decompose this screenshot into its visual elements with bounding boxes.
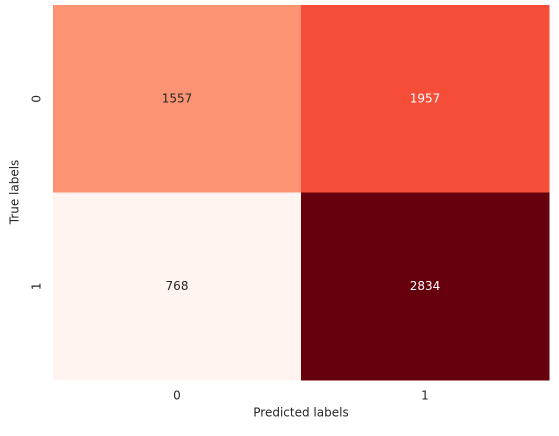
heatmap-cell (301, 5, 550, 193)
cell-label: 768 (166, 279, 189, 293)
heatmap-cell (53, 192, 302, 381)
cell-label: 1557 (162, 91, 193, 105)
cell-label: 1957 (410, 91, 441, 105)
y-axis-label: True labels (8, 160, 22, 226)
x-tick-label: 1 (421, 389, 429, 403)
y-tick-label: 1 (30, 282, 44, 290)
cell-label: 2834 (410, 279, 441, 293)
heatmap-cell (301, 192, 550, 381)
x-axis-label: Predicted labels (253, 406, 348, 420)
heatmap-cell (53, 5, 302, 193)
x-tick-label: 0 (173, 389, 181, 403)
y-tick-label: 0 (30, 95, 44, 103)
